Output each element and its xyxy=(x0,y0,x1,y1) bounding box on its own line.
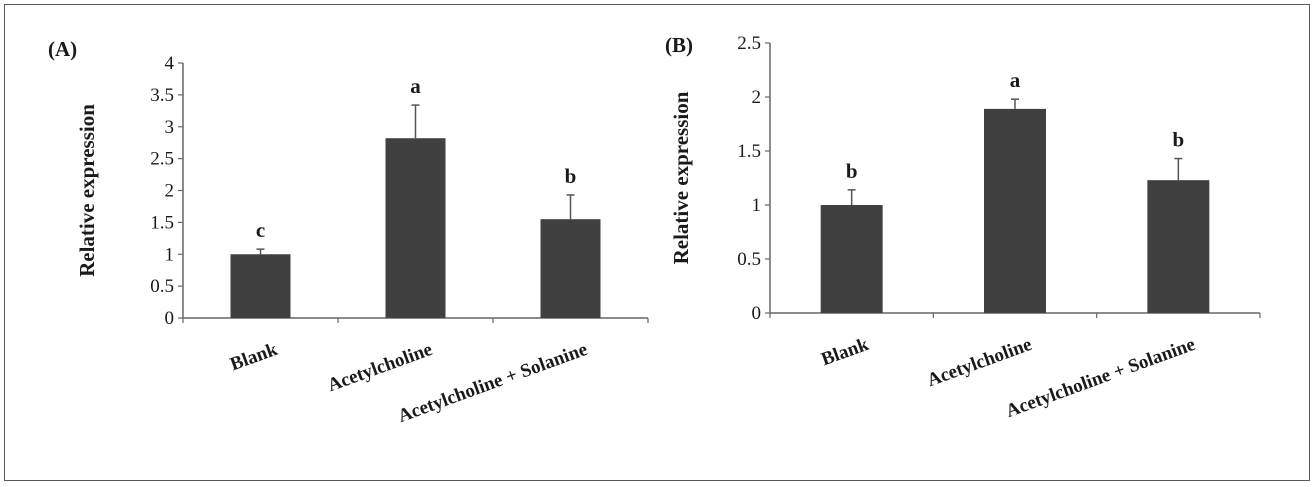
bar xyxy=(984,108,1046,313)
y-tick-label: 3.5 xyxy=(150,85,174,106)
x-category-label: Blank xyxy=(227,339,280,375)
y-tick-label: 1 xyxy=(752,195,762,216)
bar xyxy=(820,205,883,313)
panel-label: (B) xyxy=(665,33,693,57)
figure-frame xyxy=(4,4,1310,481)
y-axis-label: Relative expression xyxy=(75,104,99,277)
bar xyxy=(1147,180,1210,313)
significance-label: c xyxy=(256,218,265,242)
bar xyxy=(230,254,291,318)
significance-label: b xyxy=(1172,128,1184,152)
y-tick-label: 2 xyxy=(752,87,762,108)
significance-label: b xyxy=(846,159,858,183)
panel-a: (A) 0 0.5 1 1.5 2 2.5 3 3.5 4 Relative expression c… xyxy=(48,37,649,427)
bar xyxy=(385,138,446,318)
bar xyxy=(540,219,601,318)
y-axis-label: Relative expression xyxy=(669,91,693,264)
x-category-label: Acetylcholine xyxy=(325,339,435,396)
significance-label: b xyxy=(565,164,577,188)
y-tick-label: 2.5 xyxy=(737,33,761,54)
y-tick-label: 0.5 xyxy=(737,249,761,270)
x-category-label: Blank xyxy=(819,334,872,370)
y-tick-label: 0.5 xyxy=(150,276,174,297)
y-tick-label: 1 xyxy=(165,244,175,265)
y-tick-label: 0 xyxy=(752,303,762,324)
x-category-label: Acetylcholine xyxy=(924,334,1034,391)
significance-label: a xyxy=(410,74,421,98)
y-tick-label: 0 xyxy=(165,308,175,329)
y-tick-label: 2.5 xyxy=(150,149,174,170)
y-tick-label: 1.5 xyxy=(737,141,761,162)
y-tick-label: 1.5 xyxy=(150,212,174,233)
y-tick-label: 4 xyxy=(165,53,175,74)
panel-label: (A) xyxy=(48,37,77,61)
significance-label: a xyxy=(1010,68,1021,92)
panel-b: (B) 0 0.5 1 1.5 2 2.5 Relative expression b Blank… xyxy=(665,33,1261,422)
x-category-label: Acetylcholine + Solanine xyxy=(1003,334,1198,422)
y-tick-label: 3 xyxy=(165,117,175,138)
y-tick-label: 2 xyxy=(165,181,175,202)
